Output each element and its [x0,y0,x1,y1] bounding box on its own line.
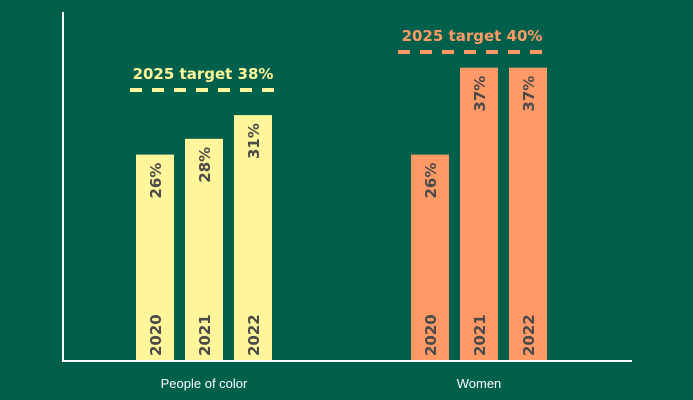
year-label: 2020 [147,314,165,356]
value-label: 26% [422,163,440,199]
value-label: 37% [520,76,538,112]
group-label-people-of-color: People of color [161,376,248,391]
value-label: 26% [147,163,165,199]
value-label: 37% [471,76,489,112]
group-label-women: Women [457,376,502,391]
bar-women-2022 [509,67,547,360]
year-label: 2020 [422,314,440,356]
value-label: 31% [245,123,263,159]
target-label-people-of-color: 2025 target 38% [133,65,274,83]
year-label: 2021 [196,314,214,356]
year-label: 2021 [471,314,489,356]
bar-women-2021 [460,67,498,360]
year-label: 2022 [520,314,538,356]
bar-women-2020 [411,154,449,360]
bar-people-of-color-2022 [234,115,272,360]
bar-people-of-color-2020 [136,154,174,360]
bar-people-of-color-2021 [185,138,223,360]
value-label: 28% [196,147,214,183]
year-label: 2022 [245,314,263,356]
target-label-women: 2025 target 40% [402,27,543,45]
